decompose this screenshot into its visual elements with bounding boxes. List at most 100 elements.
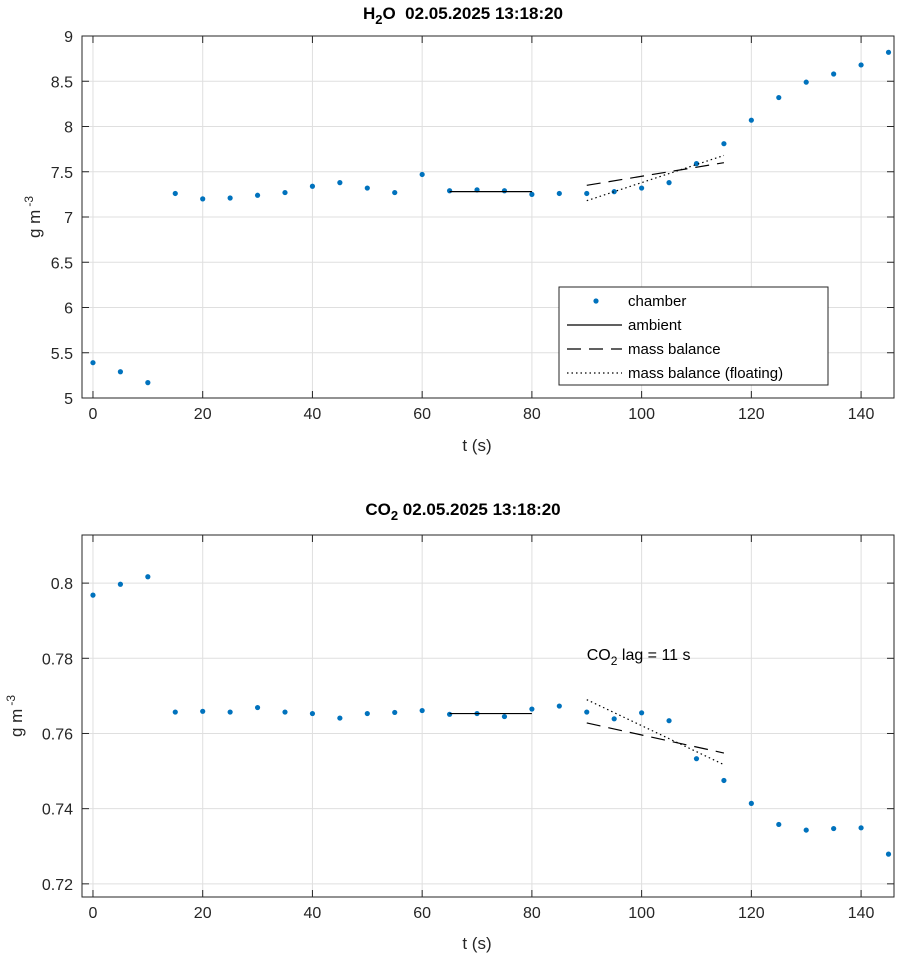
chamber-point	[282, 189, 288, 196]
chamber-point	[748, 117, 754, 123]
chamber-point	[145, 380, 151, 386]
co2-series	[90, 574, 892, 857]
chamber-point	[309, 183, 316, 189]
chamber-point	[721, 777, 727, 784]
mass-balance-line	[586, 722, 725, 754]
x-tick-label: 100	[628, 406, 655, 423]
co2-axes-box	[81, 534, 895, 898]
y-tick-label: 9	[64, 29, 73, 46]
chamber-point	[885, 851, 892, 857]
h2o-series	[90, 49, 892, 386]
x-tick-label: 0	[89, 406, 98, 423]
x-tick-label: 120	[738, 406, 765, 423]
mass-balance-floating-line	[586, 154, 725, 202]
co2-lag-annotation: CO2 lag = 11 s	[587, 647, 691, 668]
x-tick-label: 40	[304, 406, 322, 423]
chamber-point	[721, 141, 727, 147]
y-tick-label: 0.78	[42, 651, 73, 668]
chamber-point	[639, 185, 645, 191]
x-tick-label: 20	[194, 406, 212, 423]
legend-label-ambient: ambient	[628, 317, 682, 334]
mass-balance-floating-line	[586, 699, 725, 766]
chamber-point	[831, 71, 837, 77]
chamber-point	[392, 189, 398, 196]
chamber-point	[693, 161, 700, 167]
chamber-point	[145, 574, 151, 580]
y-tick-label: 0.8	[51, 576, 73, 593]
x-tick-label: 80	[523, 905, 541, 922]
y-tick-label: 8.5	[51, 74, 73, 91]
chamber-point	[117, 581, 124, 587]
chamber-point	[309, 710, 316, 717]
h2o-xlabel: t (s)	[462, 436, 491, 455]
x-tick-label: 140	[848, 406, 875, 423]
chamber-point	[446, 188, 453, 194]
chamber-point	[529, 706, 535, 712]
chamber-point	[364, 710, 370, 717]
chamber-point	[803, 79, 809, 85]
y-tick-label: 6	[64, 301, 73, 318]
chamber-point	[337, 715, 343, 721]
x-tick-label: 20	[194, 905, 212, 922]
y-tick-label: 8	[64, 120, 73, 137]
chamber-point	[639, 710, 645, 716]
chamber-point	[392, 709, 398, 716]
x-tick-label: 60	[413, 406, 431, 423]
chamber-point	[90, 592, 96, 598]
chamber-point	[776, 94, 782, 101]
chamber-point	[282, 709, 288, 715]
co2-xlabel: t (s)	[462, 934, 491, 953]
h2o-ylabel: g m-3	[22, 196, 44, 238]
h2o-legend: chamber ambient mass balance mass balanc…	[558, 286, 829, 386]
x-tick-label: 0	[89, 905, 98, 922]
chamber-point	[419, 171, 425, 178]
co2-ylabel: g m-3	[4, 695, 26, 737]
x-tick-label: 100	[628, 905, 655, 922]
h2o-title: H2O 02.05.2025 13:18:20	[363, 4, 563, 27]
legend-label-chamber: chamber	[628, 293, 686, 310]
h2o-panel: 0 20 40 60 80 100 120 140 5 5.5 6 6.5 7 7.5 8 8.5 9 H2O …	[22, 4, 895, 455]
y-tick-label: 0.72	[42, 877, 73, 894]
chamber-point	[885, 49, 892, 55]
co2-title: CO2 02.05.2025 13:18:20	[365, 500, 560, 523]
chamber-point	[858, 825, 864, 831]
chamber-point	[172, 190, 178, 197]
co2-panel: 0 20 40 60 80 100 120 140 0.72 0.74 0.76 0.78 0.8 CO…	[4, 500, 895, 953]
chamber-point	[556, 703, 562, 709]
chamber-point	[446, 711, 453, 717]
chamber-point	[611, 716, 617, 722]
chamber-point	[227, 709, 233, 715]
legend-box	[558, 286, 829, 386]
y-tick-label: 5.5	[51, 346, 73, 363]
chamber-point	[200, 708, 206, 714]
h2o-ticks: 0 20 40 60 80 100 120 140 5 5.5 6 6.5 7 7.5 8 8.5 9	[51, 29, 894, 423]
chamber-point	[419, 707, 425, 714]
chamber-point	[776, 821, 782, 828]
chamber-point	[556, 190, 562, 197]
chamber-point	[529, 191, 535, 197]
chamber-point	[254, 192, 261, 198]
x-tick-label: 120	[738, 905, 765, 922]
chamber-point	[364, 185, 370, 191]
legend-label-mass-balance: mass balance	[628, 341, 721, 358]
co2-plot-area	[82, 535, 894, 897]
y-tick-label: 6.5	[51, 255, 73, 272]
chamber-point	[254, 704, 261, 711]
chamber-point	[117, 369, 124, 375]
chamber-point	[803, 827, 809, 833]
x-tick-label: 60	[413, 905, 431, 922]
x-tick-label: 40	[304, 905, 322, 922]
chamber-point	[831, 825, 837, 832]
chamber-point	[501, 188, 508, 194]
y-tick-label: 0.74	[42, 802, 73, 819]
y-tick-label: 5	[64, 391, 73, 408]
chamber-point	[748, 800, 754, 806]
x-tick-label: 80	[523, 406, 541, 423]
chamber-point	[666, 718, 672, 724]
chamber-point	[227, 195, 233, 201]
chamber-point	[666, 180, 672, 186]
chamber-point	[693, 756, 700, 762]
chamber-point	[611, 189, 617, 195]
chamber-point	[584, 709, 590, 715]
